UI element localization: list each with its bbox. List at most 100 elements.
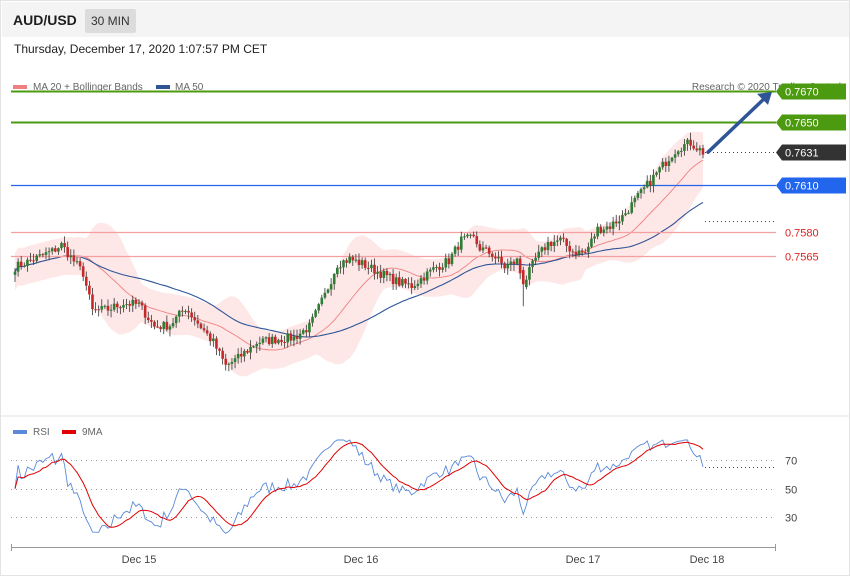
candle-body <box>425 271 429 281</box>
candle-body <box>159 327 162 329</box>
candle-body <box>57 248 60 252</box>
candle-body <box>165 321 169 330</box>
timeframe-button[interactable]: 30 MIN <box>85 9 136 33</box>
candle-body <box>41 254 45 256</box>
candle-body <box>239 353 243 357</box>
candle-body <box>695 148 699 151</box>
candle-body <box>549 241 553 247</box>
candle-body <box>323 292 327 298</box>
candle-body <box>701 148 705 155</box>
x-tick-label: Dec 17 <box>566 554 601 566</box>
candle-body <box>277 339 280 344</box>
level-tag-resistance <box>776 114 846 131</box>
candle-body <box>388 273 392 276</box>
candle-body <box>267 337 271 344</box>
candle-body <box>537 251 541 258</box>
candle-body <box>559 237 562 241</box>
candle-body <box>497 257 500 259</box>
candle-body <box>78 261 82 267</box>
candle-body <box>50 248 54 252</box>
candle-body <box>53 248 57 252</box>
candle-body <box>298 333 302 339</box>
candle-body <box>274 336 277 344</box>
candle-body <box>317 304 321 311</box>
level-label-resistance: 0.7670 <box>785 87 819 99</box>
candle-body <box>119 307 122 309</box>
ma50-legend-label: MA 50 <box>175 82 204 93</box>
candle-body <box>26 259 29 266</box>
candle-body <box>456 246 460 250</box>
candle-body <box>29 259 32 261</box>
candle-body <box>301 330 305 334</box>
candle-body <box>94 309 97 311</box>
candle-body <box>583 252 587 254</box>
candle-body <box>255 343 259 347</box>
candle-body <box>444 258 448 268</box>
candle-body <box>305 330 308 333</box>
rsi-legend-swatch <box>13 430 27 434</box>
candle-body <box>413 286 417 289</box>
ma20-legend-label: MA 20 + Bollinger Bands <box>33 82 143 93</box>
candle-body <box>190 312 193 318</box>
candle-body <box>181 310 184 312</box>
candle-body <box>72 255 76 262</box>
candle-body <box>258 342 262 344</box>
candle-body <box>642 187 646 190</box>
candle-body <box>314 310 317 317</box>
candle-body <box>376 271 379 274</box>
candle-body <box>543 247 547 251</box>
candle-body <box>481 247 485 251</box>
ma9-legend-label: 9MA <box>82 427 103 438</box>
candle-body <box>639 189 643 194</box>
level-label-support: 0.7580 <box>785 228 819 240</box>
candle-body <box>187 310 190 313</box>
candle-body <box>432 267 435 270</box>
candle-body <box>261 338 265 343</box>
candle-body <box>177 310 181 317</box>
candle-body <box>131 299 135 306</box>
candle-body <box>590 238 593 247</box>
candle-body <box>63 242 66 248</box>
candle-body <box>487 247 491 254</box>
candle-body <box>562 237 565 239</box>
candle-body <box>308 322 311 333</box>
candle-body <box>140 302 144 306</box>
candle-body <box>463 236 466 238</box>
level-label-pivot: 0.7610 <box>785 181 819 193</box>
candle-body <box>469 234 472 236</box>
candle-body <box>565 238 568 246</box>
candle-body <box>509 261 513 265</box>
candle-body <box>264 337 268 339</box>
candle-body <box>224 358 228 365</box>
candle-body <box>394 277 398 285</box>
candle-body <box>205 330 209 334</box>
candle-body <box>568 245 572 252</box>
candle-body <box>500 257 503 264</box>
candle-body <box>128 304 131 306</box>
candle-body <box>184 310 187 312</box>
candle-body <box>599 226 603 233</box>
candle-body <box>475 236 479 245</box>
candle-body <box>466 234 469 237</box>
candle-body <box>447 258 451 265</box>
candle-body <box>289 333 293 341</box>
candle-body <box>243 350 246 357</box>
candle-body <box>193 317 197 321</box>
candle-body <box>490 253 494 257</box>
candle-body <box>382 270 386 278</box>
candle-body <box>236 353 240 359</box>
candle-body <box>528 267 531 280</box>
projection-arrow-head <box>757 91 772 105</box>
candle-body <box>283 341 286 343</box>
candle-body <box>484 247 488 249</box>
candle-body <box>472 234 475 237</box>
candle-body <box>134 299 138 304</box>
candle-body <box>109 309 113 311</box>
candle-body <box>410 283 413 289</box>
candle-body <box>611 221 615 229</box>
level-label-current: 0.7631 <box>785 148 819 160</box>
candle-body <box>103 305 107 307</box>
candle-body <box>540 247 544 252</box>
candle-body <box>156 326 159 328</box>
candle-body <box>153 321 156 327</box>
